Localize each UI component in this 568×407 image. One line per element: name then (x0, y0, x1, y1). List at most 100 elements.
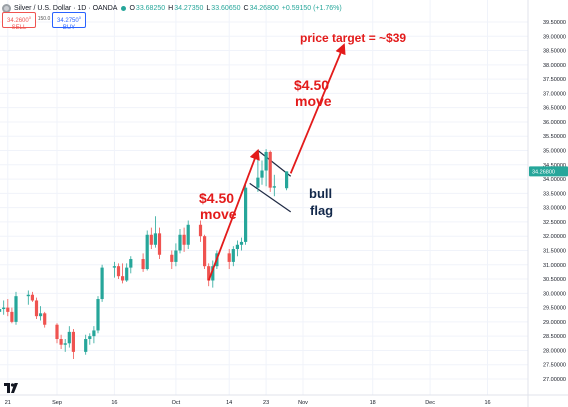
candle-body (186, 224, 190, 245)
price-tick-label: 38.50000 (543, 49, 566, 55)
buy-price-sup: 0 (78, 15, 81, 20)
candle-body (14, 296, 18, 322)
ohlc-high-value: 34.27350 (174, 4, 204, 12)
candle-body (157, 233, 162, 255)
candle-body (235, 244, 239, 250)
candle-body (145, 234, 149, 270)
ohlc-close-value: 34.26800 (249, 4, 279, 12)
candle-body (84, 339, 88, 352)
price-tick-label: 39.50000 (543, 20, 566, 26)
candle-body (100, 267, 104, 300)
candle-body (260, 170, 264, 178)
candle-body (198, 224, 203, 237)
current-price-marker (529, 166, 568, 177)
time-tick-label: Oct (172, 400, 181, 406)
price-tick-label: 30.50000 (543, 277, 566, 283)
candle-body (244, 187, 248, 242)
price-tick-label: 27.00000 (543, 377, 566, 383)
candle-body (0, 309, 2, 312)
ohlc-low-value: 33.60650 (211, 4, 241, 12)
time-tick-label: 21 (5, 400, 11, 406)
tradingview-logo-icon[interactable] (4, 383, 20, 393)
candle-body (59, 339, 63, 345)
candle-body (207, 266, 211, 281)
price-tick-label: 34.00000 (543, 177, 566, 183)
candle-body (182, 234, 186, 245)
candle-body (96, 299, 100, 331)
candle-body (272, 186, 276, 188)
ohlc-low-key: L (206, 4, 211, 12)
candle-body (26, 294, 30, 297)
candle-body (67, 331, 71, 344)
time-tick-label: Sep (52, 400, 62, 406)
candle-body (39, 313, 43, 317)
candle-body (43, 313, 47, 325)
price-change: +0.59150 (+1.76%) (281, 4, 342, 12)
time-tick-label: 23 (263, 400, 269, 406)
candle-body (264, 151, 268, 171)
candle-body (55, 324, 59, 340)
time-tick-label: 16 (111, 400, 117, 406)
price-tick-label: 29.50000 (543, 306, 566, 312)
price-tick-label: 31.00000 (543, 263, 566, 269)
candle-body (153, 233, 157, 245)
price-tick-label: 33.50000 (543, 191, 566, 197)
market-status-icon (121, 5, 127, 11)
ohlc-high-key: H (168, 4, 174, 12)
ohlc-close-key: C (243, 4, 249, 12)
candles (0, 149, 289, 360)
price-target-label: price target = ~$39 (300, 31, 406, 45)
move-arrow (207, 148, 260, 281)
instrument-title[interactable]: Silver / U.S. Dollar · 1D · OANDA (14, 4, 118, 12)
price-tick-label: 38.00000 (543, 63, 566, 69)
candle-body (71, 331, 75, 352)
price-scale[interactable]: 39.50000 39.00000 38.50000 38.00000 37.50000… (529, 20, 568, 383)
buy-label: BUY (62, 25, 76, 31)
candle-body (227, 253, 231, 262)
candle-body (141, 259, 145, 270)
buy-button[interactable]: 34.27500 BUY (52, 12, 86, 31)
first-move-label-line1: $4.50 (199, 190, 234, 206)
candle-body (30, 294, 34, 301)
annotation-labels: $4.50 move $4.50 move bull flag price ta… (199, 31, 406, 222)
ohlc-open-key: O (129, 4, 135, 12)
price-tick-label: 33.00000 (543, 206, 566, 212)
price-tick-label: 29.00000 (543, 320, 566, 326)
silver-flag-icon (2, 3, 11, 13)
price-tick-label: 30.00000 (543, 291, 566, 297)
candle-body (149, 234, 153, 245)
candle-body (125, 267, 129, 281)
candle-body (63, 343, 67, 345)
candle-body (170, 254, 174, 262)
candle-body (112, 266, 116, 268)
spread-value: 150.0 (37, 16, 51, 22)
bull-flag-label-line1: bull (309, 186, 332, 201)
candle-body (10, 311, 14, 322)
price-tick-label: 28.00000 (543, 348, 566, 354)
candle-body (211, 266, 215, 281)
first-move-label-line2: move (200, 206, 237, 222)
price-tick-label: 34.50000 (543, 163, 566, 169)
sell-price: 34.2600 (7, 18, 29, 24)
time-tick-label: 14 (226, 400, 232, 406)
time-scale[interactable]: 21 Sep 16 Oct 14 23 Nov 18 Dec 16 (5, 400, 491, 406)
price-tick-label: 27.50000 (543, 363, 566, 369)
candle-body (92, 330, 96, 337)
price-tick-label: 35.50000 (543, 134, 566, 140)
time-tick-label: 16 (484, 400, 490, 406)
second-move-label-line2: move (295, 93, 332, 109)
candle-body (285, 171, 289, 189)
candle-body (88, 336, 92, 340)
sell-price-sup: 0 (28, 15, 31, 20)
sell-button[interactable]: 34.26000 SELL (2, 12, 36, 31)
ohlc-open-value: 33.68250 (135, 4, 166, 12)
price-tick-label: 28.50000 (543, 334, 566, 340)
price-tick-label: 32.50000 (543, 220, 566, 226)
candle-body (2, 307, 6, 310)
candle-body (6, 307, 10, 312)
candle-body (178, 234, 182, 251)
bull-flag-label-line2: flag (310, 203, 333, 218)
sell-label: SELL (11, 25, 27, 31)
candle-body (129, 259, 133, 268)
